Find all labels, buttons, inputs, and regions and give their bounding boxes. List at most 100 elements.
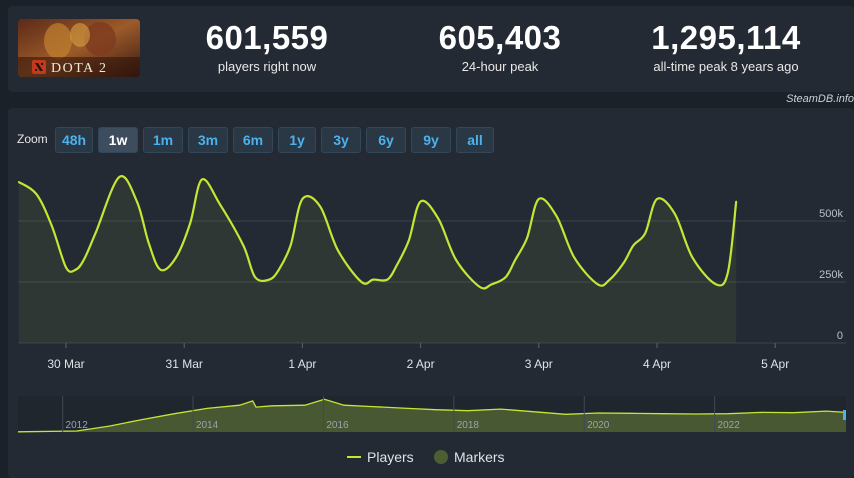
players-point (189, 222, 192, 225)
navigator-area (18, 399, 846, 432)
y-tick-label: 500k (819, 208, 843, 220)
zoom-1m-button[interactable]: 1m (143, 127, 183, 153)
current-players-value: 601,559 (205, 19, 329, 56)
players-point (644, 232, 647, 235)
navigator-line (17, 398, 847, 433)
x-tick-label: 5 Apr (761, 357, 789, 371)
players-point (419, 200, 422, 203)
players-point (407, 239, 410, 242)
players-point (289, 244, 292, 247)
players-point (35, 193, 38, 196)
zoom-3m-button[interactable]: 3m (188, 127, 228, 153)
x-tick-label: 31 Mar (166, 357, 203, 371)
players-point (360, 281, 363, 283)
navigator-handle (843, 410, 846, 420)
peak-24h-label: 24-hour peak (461, 59, 539, 74)
players-point (632, 244, 635, 247)
peak-24h-value: 605,403 (438, 19, 562, 56)
zoom-label: Zoom (17, 132, 48, 146)
zoom-1w-button[interactable]: 1w (98, 127, 138, 153)
players-point (396, 264, 398, 266)
players-point (218, 203, 221, 205)
players-point (573, 256, 576, 259)
legend-dot-icon (434, 450, 448, 464)
navigator-tick-label: 2016 (326, 420, 349, 431)
navigator-tick-label: 2022 (718, 420, 741, 431)
players-point (118, 176, 121, 179)
players-point (254, 276, 256, 278)
players-point (715, 283, 717, 286)
navigator-tick-label: 2020 (587, 420, 610, 431)
players-point (319, 205, 321, 208)
x-tick-label: 1 Apr (288, 357, 316, 371)
steamdb-credit[interactable]: SteamDB.info (786, 93, 854, 105)
game-logo-art: DOTA 2 (18, 19, 140, 77)
zoom-48h-button[interactable]: 48h (55, 127, 93, 153)
zoom-9y-button[interactable]: 9y (411, 127, 451, 153)
x-tick-label: 4 Apr (643, 357, 671, 371)
players-point (623, 261, 625, 264)
players-point (17, 181, 20, 183)
legend-players-label: Players (367, 449, 414, 465)
x-tick-label: 30 Mar (47, 357, 84, 371)
game-logo[interactable]: DOTA 2 (18, 19, 140, 77)
players-point (337, 249, 339, 252)
players-point (159, 268, 162, 271)
legend-players[interactable]: Players (347, 449, 414, 465)
zoom-all-button[interactable]: all (456, 127, 494, 153)
players-point (727, 271, 729, 274)
zoom-1y-button[interactable]: 1y (278, 127, 316, 153)
players-point (455, 259, 457, 261)
players-point (673, 212, 676, 215)
players-point (490, 283, 493, 286)
navigator-tick-label: 2012 (66, 420, 89, 431)
players-point (201, 178, 203, 181)
legend-line-icon (347, 456, 361, 458)
all-time-peak-value: 1,295,114 (651, 19, 801, 56)
players-point (478, 286, 481, 288)
current-players-label: players right now (217, 59, 317, 74)
logo-text: DOTA 2 (51, 61, 108, 76)
players-point (242, 244, 245, 247)
x-tick-label: 2 Apr (407, 357, 435, 371)
players-point (94, 232, 97, 235)
players-point (277, 268, 280, 271)
dota-emblem-icon (32, 60, 46, 74)
players-point (514, 259, 517, 261)
navigator-tick-label: 2018 (457, 420, 480, 431)
players-point (735, 200, 738, 203)
players-point (82, 259, 85, 261)
players-point (656, 198, 658, 200)
players-point (504, 276, 507, 278)
stat-24h-peak: 605,403 24-hour peak (390, 6, 610, 74)
players-point (268, 278, 271, 281)
players-point (691, 256, 694, 259)
players-point (597, 283, 599, 286)
players-point (50, 225, 53, 227)
zoom-6m-button[interactable]: 6m (233, 127, 273, 153)
players-point (537, 198, 540, 200)
x-tick-label: 3 Apr (525, 357, 553, 371)
y-tick-label: 250k (819, 269, 843, 281)
players-point (526, 237, 528, 240)
players-area (18, 176, 737, 343)
players-point (608, 278, 611, 281)
players-point (147, 242, 150, 244)
players-point (74, 268, 77, 271)
players-point (175, 256, 177, 259)
players-point (372, 278, 375, 281)
players-point (437, 217, 440, 220)
legend-markers[interactable]: Markers (434, 449, 505, 465)
players-point (301, 198, 304, 200)
players-point (555, 215, 558, 218)
stat-current-players: 601,559 players right now (157, 6, 377, 74)
players-point (136, 200, 138, 203)
players-point (386, 278, 389, 281)
y-tick-label: 0 (837, 330, 843, 342)
stats-bar: DOTA 2 601,559 players right now 605,403… (8, 6, 854, 92)
navigator-tick-label: 2014 (196, 420, 219, 431)
players-point (65, 266, 67, 269)
zoom-6y-button[interactable]: 6y (366, 127, 406, 153)
zoom-3y-button[interactable]: 3y (321, 127, 361, 153)
